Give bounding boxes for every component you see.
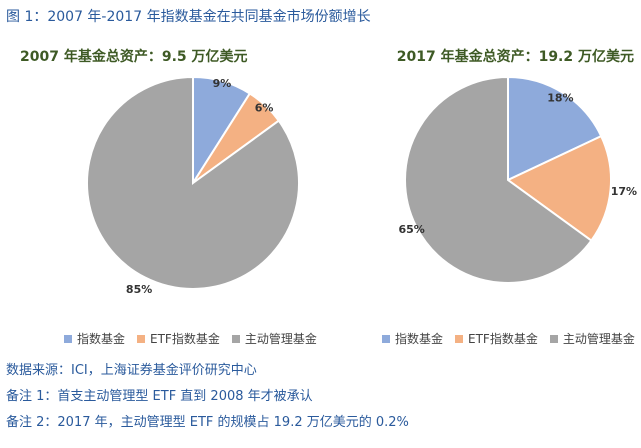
chart-2017-panel: 2017 年基金总资产：19.2 万亿美元 18% 17% 65% 指数基金 ETF… xyxy=(320,46,640,356)
pie-chart-2017: 18% 17% 65% xyxy=(398,75,637,284)
pie-label-index: 9% xyxy=(213,77,232,90)
legend-swatch-active xyxy=(231,334,240,343)
notes-block: 数据来源：ICI，上海证券基金评价研究中心 备注 1：首支主动管理型 ETF 直… xyxy=(6,358,409,436)
legend-label-active: 主动管理基金 xyxy=(562,332,635,346)
chart-title-2017: 2017 年基金总资产：19.2 万亿美元 xyxy=(396,49,634,65)
legend-2007: 指数基金 ETF指数基金 主动管理基金 xyxy=(64,330,317,347)
figure-title: 图 1：2007 年-2017 年指数基金在共同基金市场份额增长 xyxy=(6,9,371,25)
pie-label-index: 18% xyxy=(547,91,573,104)
legend-2017: 指数基金 ETF指数基金 主动管理基金 xyxy=(382,330,635,347)
legend-item-active: 主动管理基金 xyxy=(549,330,635,347)
pie-slice-active xyxy=(86,75,300,290)
pie-label-active: 85% xyxy=(126,283,152,296)
pie-label-active: 65% xyxy=(398,223,424,236)
legend-label-etf: ETF指数基金 xyxy=(468,332,538,346)
legend-item-etf: ETF指数基金 xyxy=(137,330,220,347)
pie-label-etf: 17% xyxy=(611,185,637,198)
pie-label-etf: 6% xyxy=(255,101,274,114)
legend-swatch-index xyxy=(382,334,390,343)
pie-slice-etf xyxy=(506,134,612,242)
legend-item-index: 指数基金 xyxy=(64,330,125,347)
legend-swatch-etf xyxy=(137,334,146,343)
note-1: 备注 1：首支主动管理型 ETF 直到 2008 年才被承认 xyxy=(6,389,313,404)
legend-item-active: 主动管理基金 xyxy=(231,330,317,347)
pie-slice-active xyxy=(404,75,593,284)
legend-label-index: 指数基金 xyxy=(395,332,444,346)
data-source-note: 数据来源：ICI，上海证券基金评价研究中心 xyxy=(6,363,257,378)
pie-slice-index xyxy=(507,75,603,182)
note-2: 备注 2：2017 年，主动管理型 ETF 的规模占 19.2 万亿美元的 0.… xyxy=(6,415,409,430)
legend-swatch-index xyxy=(64,334,72,343)
legend-item-etf: ETF指数基金 xyxy=(455,330,538,347)
chart-title-2007: 2007 年基金总资产：9.5 万亿美元 xyxy=(20,49,248,65)
legend-item-index: 指数基金 xyxy=(382,330,443,347)
legend-label-etf: ETF指数基金 xyxy=(150,332,220,346)
pie-chart-2007: 9% 6% 85% xyxy=(86,75,300,296)
legend-label-index: 指数基金 xyxy=(77,332,126,346)
legend-swatch-active xyxy=(549,334,558,343)
legend-swatch-etf xyxy=(455,334,464,343)
chart-2007-panel: 2007 年基金总资产：9.5 万亿美元 9% 6% 85% 指数基金 ETF指数基… xyxy=(0,46,320,356)
legend-label-active: 主动管理基金 xyxy=(244,332,317,346)
